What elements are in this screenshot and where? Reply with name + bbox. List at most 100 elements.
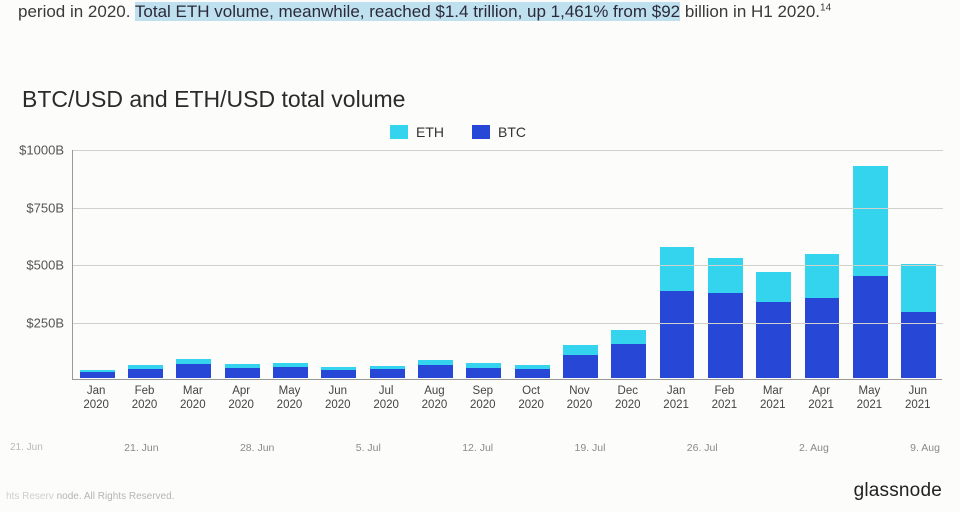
intro-after: billion in H1 2020. <box>680 2 820 21</box>
chart-xlabel: Oct2020 <box>507 384 555 413</box>
chart-xlabel: Mar2020 <box>169 384 217 413</box>
chart-xlabel: Aug2020 <box>410 384 458 413</box>
stacked-bar <box>128 365 163 378</box>
bar-column <box>653 149 701 378</box>
stacked-bar <box>225 364 260 378</box>
bar-segment-eth <box>660 247 695 291</box>
bar-segment-btc <box>611 344 646 378</box>
bar-column <box>798 149 846 378</box>
intro-highlight: Total ETH volume, meanwhile, reached $1.… <box>135 2 680 21</box>
bar-column <box>460 149 508 378</box>
chart-bars <box>73 149 943 378</box>
bar-column <box>508 149 556 378</box>
stacked-bar <box>515 365 550 378</box>
intro-before: period in 2020. <box>18 2 135 21</box>
stacked-bar <box>853 166 888 378</box>
stacked-bar <box>756 272 791 378</box>
chart-ylabel: $750B <box>4 200 64 215</box>
chart-gridline <box>73 265 943 266</box>
bar-column <box>556 149 604 378</box>
legend-swatch-eth <box>390 125 408 139</box>
intro-paragraph: period in 2020. Total ETH volume, meanwh… <box>18 0 930 25</box>
stacked-bar <box>611 330 646 378</box>
bar-segment-eth <box>611 330 646 344</box>
chart-xlabel: Jul2020 <box>362 384 410 413</box>
bar-segment-btc <box>708 293 743 378</box>
chart-gridline <box>73 323 943 324</box>
bar-column <box>411 149 459 378</box>
chart-plot <box>72 150 942 380</box>
bar-column <box>750 149 798 378</box>
mini-date: 21. Jun <box>10 442 43 454</box>
bar-segment-btc <box>321 370 356 378</box>
chart-xlabel: Sep2020 <box>459 384 507 413</box>
page-root: period in 2020. Total ETH volume, meanwh… <box>0 0 960 512</box>
intro-footnote: 14 <box>820 2 831 13</box>
chart-xlabels: Jan2020Feb2020Mar2020Apr2020May2020Jun20… <box>72 384 942 413</box>
bar-column <box>218 149 266 378</box>
chart-legend: ETH BTC <box>390 124 526 140</box>
bar-segment-eth <box>901 264 936 312</box>
chart-ylabel: $500B <box>4 258 64 273</box>
stacked-bar <box>708 258 743 378</box>
footer: hts Reserv node. All Rights Reserved. gl… <box>6 480 942 502</box>
chart-xlabel: May2020 <box>265 384 313 413</box>
bar-column <box>605 149 653 378</box>
chart-xlabel: Nov2020 <box>555 384 603 413</box>
chart-xlabel: Feb2021 <box>700 384 748 413</box>
bar-segment-eth <box>805 254 840 298</box>
bar-column <box>701 149 749 378</box>
bar-segment-btc <box>515 369 550 378</box>
bar-column <box>363 149 411 378</box>
bar-column <box>121 149 169 378</box>
bar-segment-btc <box>466 368 501 378</box>
mini-date: 26. Jul <box>687 442 718 454</box>
chart-ylabel: $1000B <box>4 143 64 158</box>
bar-segment-btc <box>176 364 211 378</box>
stacked-bar <box>176 359 211 378</box>
bar-segment-btc <box>418 365 453 378</box>
chart-xlabel: Apr2020 <box>217 384 265 413</box>
chart-ylabel: $250B <box>4 315 64 330</box>
bar-segment-eth <box>563 345 598 355</box>
mini-date: 9. Aug <box>910 442 940 454</box>
bar-segment-btc <box>563 355 598 378</box>
stacked-bar <box>563 345 598 378</box>
bar-segment-btc <box>273 367 308 378</box>
footer-left-text: node. All Rights Reserved. <box>57 491 175 502</box>
bar-segment-btc <box>853 276 888 378</box>
mini-date-axis: 21. Jun21. Jun28. Jun5. Jul12. Jul19. Ju… <box>10 442 940 454</box>
chart-xlabel: Feb2020 <box>120 384 168 413</box>
bar-column <box>73 149 121 378</box>
stacked-bar <box>805 254 840 378</box>
bar-segment-eth <box>708 258 743 293</box>
bar-segment-btc <box>805 298 840 378</box>
stacked-bar <box>418 360 453 378</box>
legend-item-eth: ETH <box>390 124 444 140</box>
bar-segment-btc <box>225 368 260 378</box>
mini-date: 2. Aug <box>799 442 829 454</box>
bar-segment-btc <box>370 369 405 378</box>
chart-gridline <box>73 150 943 151</box>
bar-segment-btc <box>756 302 791 378</box>
chart-xlabel: Dec2020 <box>604 384 652 413</box>
mini-date: 19. Jul <box>574 442 605 454</box>
chart-xlabel: Jan2021 <box>652 384 700 413</box>
chart-xlabel: Jun2021 <box>894 384 942 413</box>
chart-title: BTC/USD and ETH/USD total volume <box>22 86 405 113</box>
chart-xlabel: Jun2020 <box>314 384 362 413</box>
stacked-bar <box>80 370 115 378</box>
stacked-bar <box>466 363 501 378</box>
chart-xlabel: Apr2021 <box>797 384 845 413</box>
stacked-bar <box>321 367 356 378</box>
footer-left: hts Reserv node. All Rights Reserved. <box>6 491 174 502</box>
bar-segment-eth <box>756 272 791 303</box>
legend-label-btc: BTC <box>498 124 526 140</box>
bar-column <box>846 149 894 378</box>
bar-column <box>266 149 314 378</box>
stacked-bar <box>901 264 936 378</box>
chart-gridline <box>73 208 943 209</box>
chart-area: Jan2020Feb2020Mar2020Apr2020May2020Jun20… <box>72 150 942 408</box>
chart-xlabel: Mar2021 <box>749 384 797 413</box>
mini-date: 12. Jul <box>462 442 493 454</box>
